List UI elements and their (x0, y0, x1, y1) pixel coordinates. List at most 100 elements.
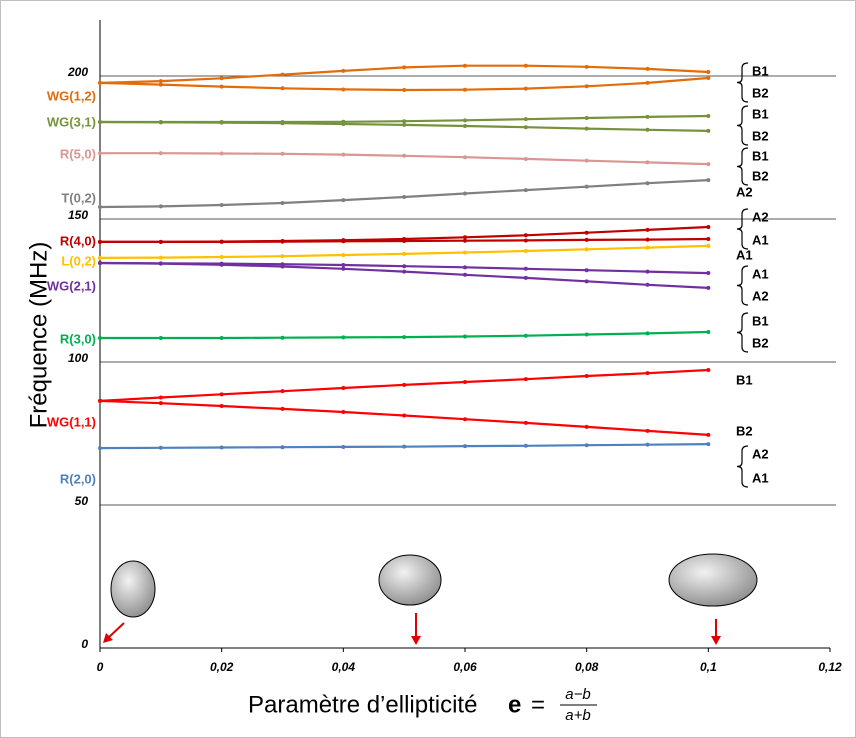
data-point (402, 65, 407, 70)
data-point (706, 237, 711, 242)
data-point (98, 398, 102, 403)
data-point (158, 401, 163, 406)
series (98, 178, 711, 209)
arrows (103, 613, 721, 645)
data-point (341, 263, 346, 268)
grid (100, 75, 836, 506)
data-point (523, 249, 528, 254)
data-point (463, 265, 467, 270)
series (98, 329, 711, 340)
data-point (341, 253, 346, 258)
series (98, 243, 711, 260)
data-point (98, 151, 102, 156)
data-point (584, 126, 589, 131)
series-label: WG(3,1) (47, 114, 96, 129)
data-point (584, 184, 589, 189)
x-tick-label: 0,06 (453, 660, 477, 674)
data-point (523, 63, 528, 68)
data-point (463, 417, 467, 422)
data-point (341, 87, 346, 92)
data-point (280, 151, 285, 156)
data-point (341, 122, 346, 127)
y-axis-title: Fréquence (MHz) (25, 242, 52, 429)
data-point (706, 368, 711, 373)
data-point (280, 264, 285, 269)
data-point (645, 245, 650, 250)
series (98, 225, 711, 244)
y-tick-label: 100 (68, 351, 88, 365)
x-axis-symbol: e (508, 691, 521, 718)
series-label: R(2,0) (60, 471, 96, 486)
data-point (402, 194, 407, 199)
data-point (645, 127, 650, 132)
branch-label: B1 (752, 148, 769, 163)
data-point (219, 120, 224, 125)
data-point (280, 254, 285, 259)
data-point (584, 443, 589, 448)
series-label: WG(2,1) (47, 278, 96, 293)
data-point (280, 335, 285, 340)
data-point (706, 178, 711, 183)
branch-label: A1 (736, 247, 753, 262)
data-point (706, 329, 711, 334)
data-point (98, 239, 102, 244)
data-point (645, 282, 650, 287)
x-tick-label: 0,12 (818, 660, 842, 674)
series-label: L(0,2) (61, 253, 96, 268)
data-point (584, 64, 589, 69)
data-point (219, 255, 224, 260)
data-point (341, 266, 346, 271)
data-point (584, 116, 589, 121)
data-point (523, 420, 528, 425)
data-point (463, 235, 467, 240)
data-point (523, 188, 528, 193)
data-point (584, 230, 589, 235)
data-point (706, 128, 711, 133)
series-label: R(3,0) (60, 331, 96, 346)
series-label: T(0,2) (61, 190, 96, 205)
data-point (706, 243, 711, 248)
data-point (402, 335, 407, 340)
data-point (706, 162, 711, 167)
data-point (645, 428, 650, 433)
data-point (523, 275, 528, 280)
bracket (736, 312, 749, 353)
data-point (158, 261, 163, 266)
x-tick-label: 0,04 (332, 660, 356, 674)
data-point (645, 160, 650, 165)
series-label: WG(1,2) (47, 88, 96, 103)
series (98, 442, 711, 451)
data-point (280, 72, 285, 77)
bracket (736, 147, 749, 186)
x-tick-label: 0,02 (210, 660, 234, 674)
data-point (584, 268, 589, 273)
data-point (706, 225, 711, 230)
fraction-denominator: a+b (565, 707, 590, 724)
x-axis-equals: = (531, 691, 545, 718)
x-tick-label: 0 (97, 660, 104, 674)
data-point (402, 382, 407, 387)
data-point (463, 250, 467, 255)
data-point (706, 69, 711, 74)
x-axis-title: Paramètre d’ellipticité e = a−b a+b (248, 686, 597, 724)
data-point (645, 66, 650, 71)
data-point (463, 444, 467, 449)
data-point (402, 239, 407, 244)
data-point (98, 204, 102, 209)
data-point (402, 444, 407, 449)
data-point (341, 335, 346, 340)
data-point (219, 202, 224, 207)
data-point (584, 279, 589, 284)
data-point (158, 255, 163, 260)
data-point (645, 237, 650, 242)
data-point (523, 266, 528, 271)
data-point (523, 238, 528, 243)
bracket (736, 105, 749, 146)
branch-label: B1 (752, 313, 769, 328)
data-point (158, 445, 163, 450)
x-axis-title-text: Paramètre d’ellipticité (248, 691, 477, 718)
data-point (523, 156, 528, 161)
data-point (402, 153, 407, 158)
